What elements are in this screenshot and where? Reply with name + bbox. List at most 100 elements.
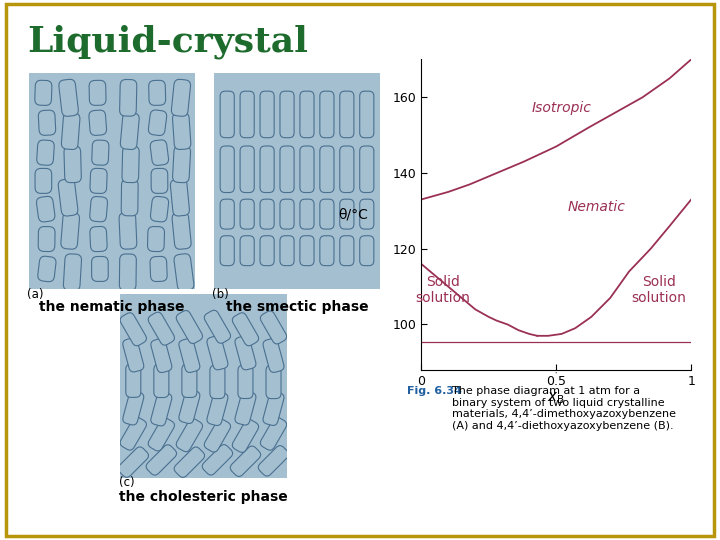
FancyBboxPatch shape [360, 199, 374, 229]
FancyBboxPatch shape [320, 236, 334, 266]
FancyBboxPatch shape [91, 256, 108, 281]
FancyBboxPatch shape [261, 311, 287, 344]
FancyBboxPatch shape [340, 91, 354, 138]
FancyBboxPatch shape [280, 199, 294, 229]
FancyBboxPatch shape [90, 226, 107, 252]
FancyBboxPatch shape [300, 199, 314, 229]
Text: Nematic: Nematic [568, 200, 626, 214]
FancyBboxPatch shape [126, 364, 141, 397]
FancyBboxPatch shape [91, 140, 109, 165]
FancyBboxPatch shape [263, 392, 284, 426]
FancyBboxPatch shape [154, 364, 169, 397]
FancyBboxPatch shape [233, 420, 258, 453]
FancyBboxPatch shape [119, 212, 137, 249]
FancyBboxPatch shape [120, 112, 139, 150]
FancyBboxPatch shape [260, 236, 274, 266]
FancyBboxPatch shape [207, 336, 228, 370]
FancyBboxPatch shape [148, 312, 174, 345]
FancyBboxPatch shape [220, 146, 234, 193]
FancyBboxPatch shape [121, 179, 138, 216]
FancyBboxPatch shape [340, 236, 354, 266]
FancyBboxPatch shape [150, 392, 172, 426]
FancyBboxPatch shape [122, 146, 139, 183]
FancyBboxPatch shape [35, 80, 52, 105]
Text: (b): (b) [212, 288, 229, 301]
Text: the nematic phase: the nematic phase [39, 300, 184, 314]
Text: Solid
solution: Solid solution [415, 274, 470, 305]
FancyBboxPatch shape [148, 227, 164, 252]
Text: (a): (a) [27, 288, 44, 301]
FancyBboxPatch shape [260, 146, 274, 193]
Text: the smectic phase: the smectic phase [226, 300, 369, 314]
FancyBboxPatch shape [280, 91, 294, 138]
FancyBboxPatch shape [340, 199, 354, 229]
FancyBboxPatch shape [263, 339, 284, 373]
FancyBboxPatch shape [171, 79, 191, 116]
FancyBboxPatch shape [238, 365, 253, 399]
FancyBboxPatch shape [240, 236, 254, 266]
Text: Solid
solution: Solid solution [631, 274, 686, 305]
FancyBboxPatch shape [235, 391, 256, 425]
FancyBboxPatch shape [37, 197, 55, 222]
FancyBboxPatch shape [240, 146, 254, 193]
FancyBboxPatch shape [179, 389, 200, 423]
FancyBboxPatch shape [90, 168, 107, 193]
FancyBboxPatch shape [240, 91, 254, 138]
FancyBboxPatch shape [202, 444, 233, 475]
FancyBboxPatch shape [320, 199, 334, 229]
Text: Fig. 6.34: Fig. 6.34 [407, 386, 469, 396]
FancyBboxPatch shape [204, 419, 230, 452]
FancyBboxPatch shape [35, 168, 52, 193]
FancyBboxPatch shape [258, 446, 289, 476]
FancyBboxPatch shape [61, 212, 79, 249]
FancyBboxPatch shape [182, 364, 197, 397]
FancyBboxPatch shape [230, 446, 261, 476]
FancyBboxPatch shape [210, 365, 225, 399]
FancyBboxPatch shape [300, 91, 314, 138]
FancyBboxPatch shape [220, 91, 234, 138]
FancyBboxPatch shape [220, 236, 234, 266]
FancyBboxPatch shape [151, 168, 168, 193]
FancyBboxPatch shape [172, 212, 191, 249]
FancyBboxPatch shape [280, 146, 294, 193]
Y-axis label: θ/°C: θ/°C [338, 208, 369, 221]
FancyBboxPatch shape [173, 146, 191, 183]
FancyBboxPatch shape [235, 336, 256, 370]
FancyBboxPatch shape [38, 227, 55, 252]
FancyBboxPatch shape [300, 236, 314, 266]
FancyBboxPatch shape [240, 199, 254, 229]
FancyBboxPatch shape [120, 313, 146, 346]
FancyBboxPatch shape [207, 392, 228, 426]
FancyBboxPatch shape [220, 199, 234, 229]
FancyBboxPatch shape [150, 256, 167, 281]
FancyBboxPatch shape [37, 140, 54, 165]
FancyBboxPatch shape [150, 197, 168, 222]
FancyBboxPatch shape [148, 418, 174, 451]
FancyBboxPatch shape [174, 254, 194, 291]
FancyBboxPatch shape [360, 91, 374, 138]
FancyBboxPatch shape [123, 391, 144, 425]
Text: The phase diagram at 1 atm for a
binary system of two liquid crystalline
materia: The phase diagram at 1 atm for a binary … [452, 386, 676, 431]
FancyBboxPatch shape [340, 146, 354, 193]
FancyBboxPatch shape [146, 445, 176, 475]
FancyBboxPatch shape [174, 447, 204, 477]
FancyBboxPatch shape [120, 417, 146, 450]
FancyBboxPatch shape [149, 80, 166, 105]
Text: the cholesteric phase: the cholesteric phase [120, 490, 288, 504]
Text: (c): (c) [119, 476, 135, 489]
Text: Isotropic: Isotropic [531, 102, 592, 116]
FancyBboxPatch shape [64, 146, 81, 183]
FancyBboxPatch shape [63, 254, 81, 291]
FancyBboxPatch shape [150, 339, 172, 373]
FancyBboxPatch shape [266, 365, 281, 399]
FancyBboxPatch shape [61, 113, 80, 150]
FancyBboxPatch shape [123, 338, 144, 372]
FancyBboxPatch shape [176, 418, 202, 452]
FancyBboxPatch shape [204, 310, 230, 343]
FancyBboxPatch shape [260, 199, 274, 229]
FancyBboxPatch shape [280, 236, 294, 266]
FancyBboxPatch shape [148, 110, 167, 136]
FancyBboxPatch shape [360, 146, 374, 193]
FancyBboxPatch shape [261, 417, 287, 450]
FancyBboxPatch shape [90, 197, 107, 222]
